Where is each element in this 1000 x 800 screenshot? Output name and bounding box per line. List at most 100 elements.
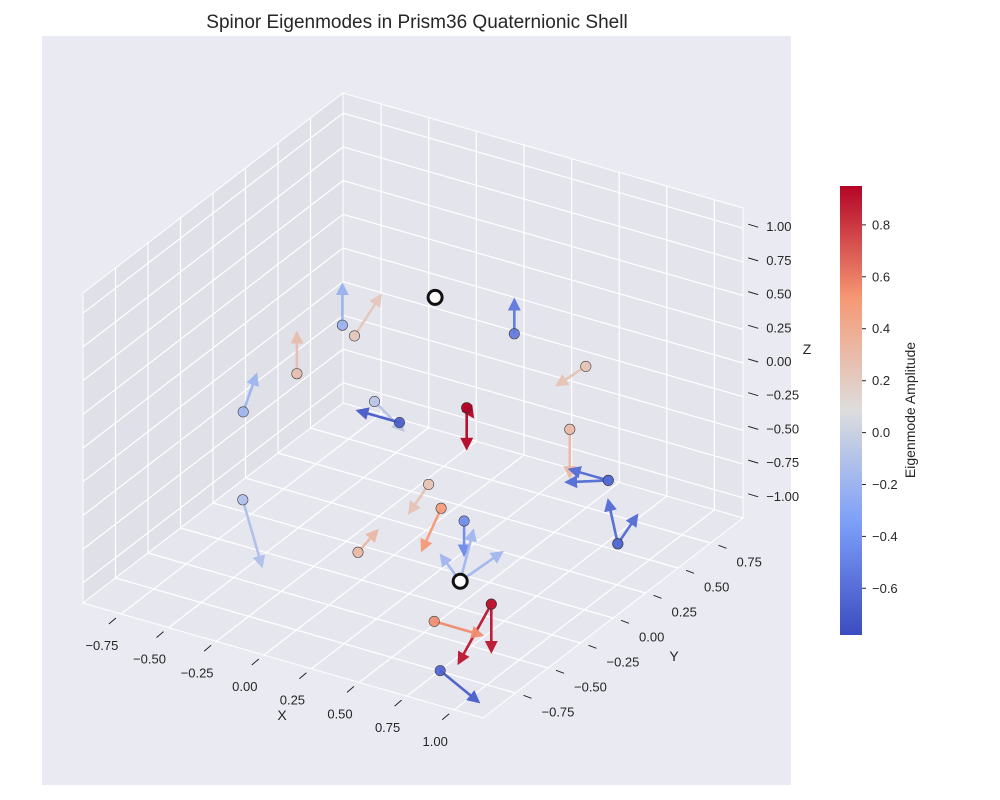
y-tick-label: −0.75 bbox=[542, 704, 575, 719]
y-tick bbox=[588, 644, 597, 649]
colorbar-tick-label: 0.2 bbox=[872, 373, 890, 388]
colorbar: 0.8 0.6 0.4 0.2 0.0 −0.2 −0.4 −0.6 bbox=[840, 186, 898, 635]
grid-line-y bbox=[277, 452, 679, 569]
z-tick bbox=[748, 223, 759, 228]
spinor-vector bbox=[433, 620, 485, 639]
eigenmode-point bbox=[237, 406, 249, 418]
eigenmode-point bbox=[435, 502, 447, 514]
y-tick-label: −0.50 bbox=[574, 679, 607, 694]
y-axis-label: Y bbox=[669, 648, 679, 664]
colorbar-tick-label: −0.2 bbox=[872, 477, 898, 492]
grid-line-y bbox=[147, 552, 549, 669]
eigenmode-point bbox=[434, 665, 446, 677]
eigenmode-point bbox=[612, 538, 624, 550]
grid-line-z bbox=[82, 180, 344, 382]
y-tick bbox=[653, 594, 662, 599]
eigenmode-point bbox=[461, 402, 473, 414]
grid-line-z bbox=[82, 314, 344, 516]
grid-line-z bbox=[342, 314, 744, 431]
x-tick-label: −0.25 bbox=[181, 665, 214, 680]
colorbar-tick-label: 0.8 bbox=[872, 217, 890, 232]
eigenmode-point bbox=[428, 615, 440, 627]
grid-line-z bbox=[342, 213, 744, 330]
z-tick-label: 0.75 bbox=[766, 253, 791, 268]
spinor-vector bbox=[420, 507, 443, 553]
eigenmode-point bbox=[336, 319, 348, 331]
x-tick bbox=[203, 644, 212, 652]
grid-line-y bbox=[245, 477, 646, 594]
grid-line-z bbox=[342, 281, 744, 398]
eigenmode-point bbox=[348, 330, 360, 342]
y-tick-label: 0.25 bbox=[672, 604, 697, 619]
x-tick-label: 0.25 bbox=[280, 693, 305, 708]
z-tick bbox=[748, 425, 759, 430]
grid-line-z bbox=[342, 382, 744, 499]
x-tick-label: −0.75 bbox=[85, 638, 118, 653]
grid-line-z bbox=[82, 213, 344, 415]
grid-line-y bbox=[115, 577, 516, 694]
y-tick-label: 0.75 bbox=[737, 554, 762, 569]
eigenmode-point bbox=[508, 328, 520, 340]
chart-title: Spinor Eigenmodes in Prism36 Quaternioni… bbox=[206, 12, 627, 33]
grid-line-z bbox=[342, 247, 744, 364]
grid-line-z bbox=[342, 180, 744, 297]
y-tick bbox=[620, 619, 630, 624]
z-tick-label: −1.00 bbox=[766, 489, 799, 504]
z-tick bbox=[748, 291, 759, 296]
eigenmode-point bbox=[580, 360, 592, 372]
z-tick bbox=[748, 459, 759, 464]
x-tick bbox=[394, 699, 402, 707]
spinor-vector bbox=[567, 466, 609, 482]
z-tick bbox=[748, 257, 759, 262]
grid-line-z bbox=[82, 146, 344, 348]
x-tick-label: 0.00 bbox=[232, 679, 257, 694]
grid-line-z bbox=[82, 112, 344, 314]
y-tick-label: 0.50 bbox=[704, 579, 729, 594]
x-tick-label: 0.75 bbox=[375, 720, 400, 735]
y-tick bbox=[555, 669, 565, 674]
grid-lines bbox=[82, 104, 744, 711]
spinor-vector bbox=[353, 293, 382, 337]
data-marks bbox=[237, 282, 639, 704]
z-tick bbox=[748, 493, 759, 498]
eigenmode-point bbox=[423, 478, 435, 490]
spinor-vector bbox=[408, 483, 430, 515]
eigenmode-point bbox=[368, 395, 380, 407]
grid-line-y bbox=[212, 502, 614, 619]
highlight-point bbox=[426, 288, 444, 306]
grid-line-z bbox=[82, 348, 344, 550]
x-tick bbox=[156, 631, 164, 638]
grid-line-z bbox=[342, 112, 744, 229]
spinor-vector bbox=[458, 528, 477, 582]
spinor-vector bbox=[241, 499, 266, 569]
x-tick bbox=[251, 658, 260, 666]
z-tick-label: 0.00 bbox=[766, 354, 791, 369]
x-tick-label: 0.50 bbox=[327, 706, 352, 721]
spinor-vector bbox=[439, 669, 481, 704]
colorbar-tick-label: 0.6 bbox=[872, 269, 890, 284]
highlight-point bbox=[451, 572, 469, 590]
colorbar-label: Eigenmode Amplitude bbox=[902, 342, 918, 478]
colorbar-tick-label: 0.0 bbox=[872, 425, 890, 440]
eigenmode-point bbox=[564, 423, 576, 435]
eigenmode-point bbox=[352, 546, 364, 558]
eigenmode-point bbox=[602, 474, 614, 486]
x-tick-label: −0.50 bbox=[133, 652, 166, 667]
spinor-vector bbox=[564, 475, 609, 489]
colorbar-gradient bbox=[840, 186, 862, 635]
eigenmode-point bbox=[458, 515, 470, 527]
z-tick bbox=[748, 358, 759, 363]
grid-line-y bbox=[180, 527, 581, 644]
x-tick bbox=[346, 686, 355, 693]
eigenmode-point bbox=[393, 416, 405, 428]
colorbar-tick-label: 0.4 bbox=[872, 321, 890, 336]
spinor-vector bbox=[616, 513, 639, 545]
x-tick-label: 1.00 bbox=[423, 734, 448, 749]
grid-line-z bbox=[342, 146, 744, 263]
y-tick-label: 0.00 bbox=[639, 629, 664, 644]
z-tick-label: −0.25 bbox=[766, 388, 799, 403]
x-tick bbox=[299, 672, 307, 680]
z-tick-label: 1.00 bbox=[766, 219, 791, 234]
x-tick bbox=[441, 713, 450, 721]
